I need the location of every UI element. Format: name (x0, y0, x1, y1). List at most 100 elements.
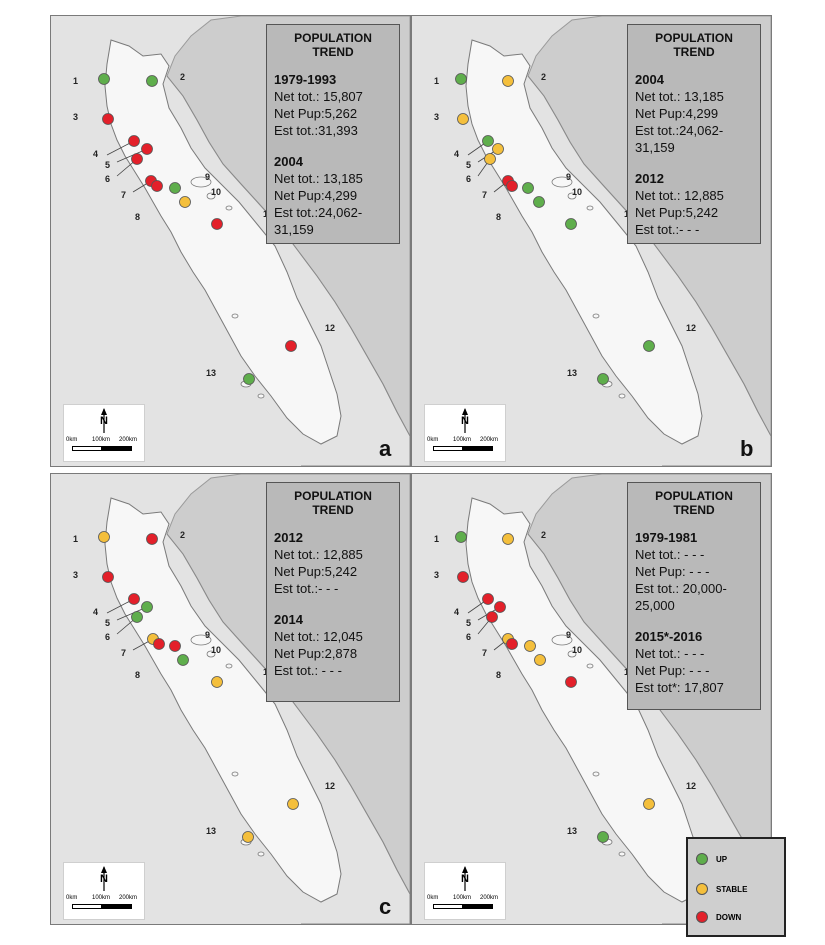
trend-value-line: Net Pup:4,299 (635, 106, 719, 121)
site-label-3: 3 (434, 570, 440, 580)
site-marker-11 (211, 218, 223, 230)
trend-value-line: Net Pup:5,242 (635, 205, 719, 220)
trend-box-title-line2: TREND (673, 45, 715, 59)
trend-value-line: Net Pup: - - - (635, 663, 710, 678)
site-label-12: 12 (686, 323, 697, 333)
scale-bar-segment (463, 446, 493, 451)
island-shape (592, 771, 600, 777)
block-spacer (274, 139, 392, 153)
site-label-4: 4 (93, 149, 99, 159)
site-label-4: 4 (454, 607, 460, 617)
site-label-4: 4 (454, 149, 460, 159)
site-label-6: 6 (105, 632, 111, 642)
site-marker-12 (643, 340, 655, 352)
site-label-2: 2 (180, 72, 186, 82)
trend-box-title: POPULATION TREND (274, 489, 392, 517)
scale-bar-segment (102, 446, 132, 451)
peninsula-shape (104, 39, 342, 445)
legend: UP STABLE DOWN (686, 837, 786, 937)
site-marker-3 (102, 113, 114, 125)
site-label-3: 3 (73, 112, 79, 122)
site-marker-1 (455, 73, 467, 85)
site-marker-10 (177, 654, 189, 666)
scale-tick-label: 100km (92, 437, 111, 443)
block-spacer (635, 156, 753, 170)
scale-tick-label: 0km (427, 437, 439, 443)
site-label-8: 8 (135, 670, 141, 680)
scale-tick-label: 100km (453, 895, 472, 901)
site-marker-10 (179, 196, 191, 208)
site-label-5: 5 (466, 618, 472, 628)
site-label-12: 12 (325, 323, 336, 333)
trend-value-line: Est tot.: 20,000- (635, 581, 727, 596)
site-marker-3 (457, 571, 469, 583)
site-label-2: 2 (541, 530, 547, 540)
site-marker-8 (506, 180, 518, 192)
site-marker-13 (597, 831, 609, 843)
trend-value-line: Est tot.:24,062- (635, 123, 724, 138)
site-marker-9 (522, 182, 534, 194)
trend-value-line: Net Pup:4,299 (274, 188, 358, 203)
scale-tick-label: 200km (480, 895, 499, 901)
site-marker-11 (211, 676, 223, 688)
site-marker-4 (128, 135, 140, 147)
panel-letter: a (379, 436, 392, 461)
site-label-9: 9 (566, 172, 572, 182)
trend-value-line: Est tot*: 17,807 (635, 680, 724, 695)
scale-box: N 0km 100km 200km (424, 404, 506, 462)
scale-tick-label: 100km (453, 437, 472, 443)
site-label-5: 5 (105, 618, 111, 628)
north-label: N (461, 415, 469, 427)
island-shape (257, 393, 265, 399)
site-marker-6 (131, 153, 143, 165)
site-marker-2 (502, 75, 514, 87)
site-marker-10 (533, 196, 545, 208)
site-label-1: 1 (434, 76, 440, 86)
site-label-9: 9 (566, 630, 572, 640)
site-marker-5 (494, 601, 506, 613)
trend-box-title-line2: TREND (673, 503, 715, 517)
island-shape (206, 192, 216, 200)
trend-box-title: POPULATION TREND (635, 31, 753, 59)
trend-period: 2014 (274, 612, 303, 627)
island-shape (206, 650, 216, 658)
mainland-coastline (527, 75, 771, 466)
island-shape (225, 205, 233, 211)
map-panel-a: 12345678910111213POPULATIONTREND1979-199… (50, 15, 411, 467)
trend-value-line: Net tot.: - - - (635, 547, 705, 562)
site-label-9: 9 (205, 630, 211, 640)
legend-dot-stable (696, 883, 708, 895)
scale-tick-label: 200km (480, 437, 499, 443)
site-label-12: 12 (686, 781, 697, 791)
site-marker-6 (484, 153, 496, 165)
site-marker-9 (169, 640, 181, 652)
block-spacer (274, 597, 392, 611)
site-label-13: 13 (206, 368, 217, 378)
north-arrow-icon (101, 408, 107, 433)
site-marker-13 (243, 373, 255, 385)
site-marker-11 (565, 676, 577, 688)
site-marker-5 (141, 143, 153, 155)
scale-bar-icon (72, 446, 102, 451)
trend-box-title-line2: TREND (312, 503, 354, 517)
peninsula-shape (104, 497, 342, 903)
population-trend-box: POPULATION TREND 2012 Net tot.: 12,885 Net P… (266, 482, 400, 702)
trend-value-line: Net tot.: 12,045 (274, 629, 363, 644)
site-marker-6 (486, 611, 498, 623)
trend-value-line: Net tot.: 12,885 (635, 188, 724, 203)
trend-value-line: Est tot.:24,062- (274, 205, 363, 220)
site-label-7: 7 (121, 190, 127, 200)
site-label-8: 8 (496, 670, 502, 680)
site-label-2: 2 (180, 530, 186, 540)
trend-period: 2012 (635, 171, 664, 186)
trend-box-title-line1: POPULATION (294, 31, 372, 45)
site-marker-11 (565, 218, 577, 230)
block-spacer (635, 614, 753, 628)
population-trend-box: POPULATION TREND 2004 Net tot.: 13,185 Net P… (627, 24, 761, 244)
trend-value-line: 31,159 (635, 140, 675, 155)
site-marker-4 (482, 593, 494, 605)
site-label-10: 10 (211, 645, 222, 655)
legend-label-up: UP (716, 855, 728, 864)
trend-box-title-line2: TREND (312, 45, 354, 59)
trend-box-title-line1: POPULATION (655, 31, 733, 45)
